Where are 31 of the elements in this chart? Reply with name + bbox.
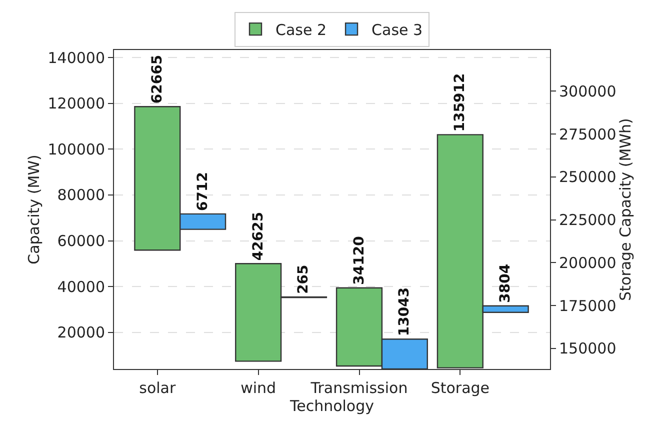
- data-label: 13043: [396, 287, 413, 336]
- data-label: 3804: [498, 264, 514, 303]
- y-tick-label: 140000: [48, 48, 105, 67]
- y2-axis-title: Storage Capacity (MWh): [616, 118, 634, 301]
- legend-label: Case 2: [276, 20, 327, 39]
- y2-tick-label: 200000: [559, 254, 616, 272]
- y2-tick-label: 250000: [559, 168, 616, 186]
- y-tick-label: 20000: [57, 324, 105, 342]
- legend-label: Case 3: [372, 20, 423, 39]
- data-label: 62665: [149, 54, 166, 104]
- y-tick-label: 60000: [57, 232, 105, 250]
- y-tick-label: 40000: [57, 278, 105, 296]
- data-label: 6712: [194, 172, 211, 211]
- x-tick-label: wind: [240, 379, 276, 397]
- x-tick-label: solar: [139, 379, 176, 397]
- data-label: 135912: [452, 73, 468, 132]
- x-tick-label: Storage: [430, 379, 490, 397]
- y-tick-label: 100000: [48, 140, 105, 158]
- data-label: 34120: [351, 236, 368, 285]
- y2-tick-label: 225000: [559, 211, 616, 230]
- x-axis-title: Technology: [288, 397, 374, 415]
- y2-tick-label: 150000: [559, 340, 616, 358]
- y-tick-label: 80000: [57, 186, 105, 204]
- y-axis-title: Capacity (MW): [24, 154, 43, 264]
- y-tick-label: 120000: [48, 94, 105, 113]
- x-tick-label: Transmission: [310, 379, 408, 397]
- data-label: 42625: [250, 212, 266, 261]
- y2-tick-label: 175000: [559, 296, 616, 315]
- data-label: 265: [296, 264, 312, 294]
- y2-tick-label: 275000: [559, 125, 616, 144]
- y2-tick-label: 300000: [559, 82, 616, 100]
